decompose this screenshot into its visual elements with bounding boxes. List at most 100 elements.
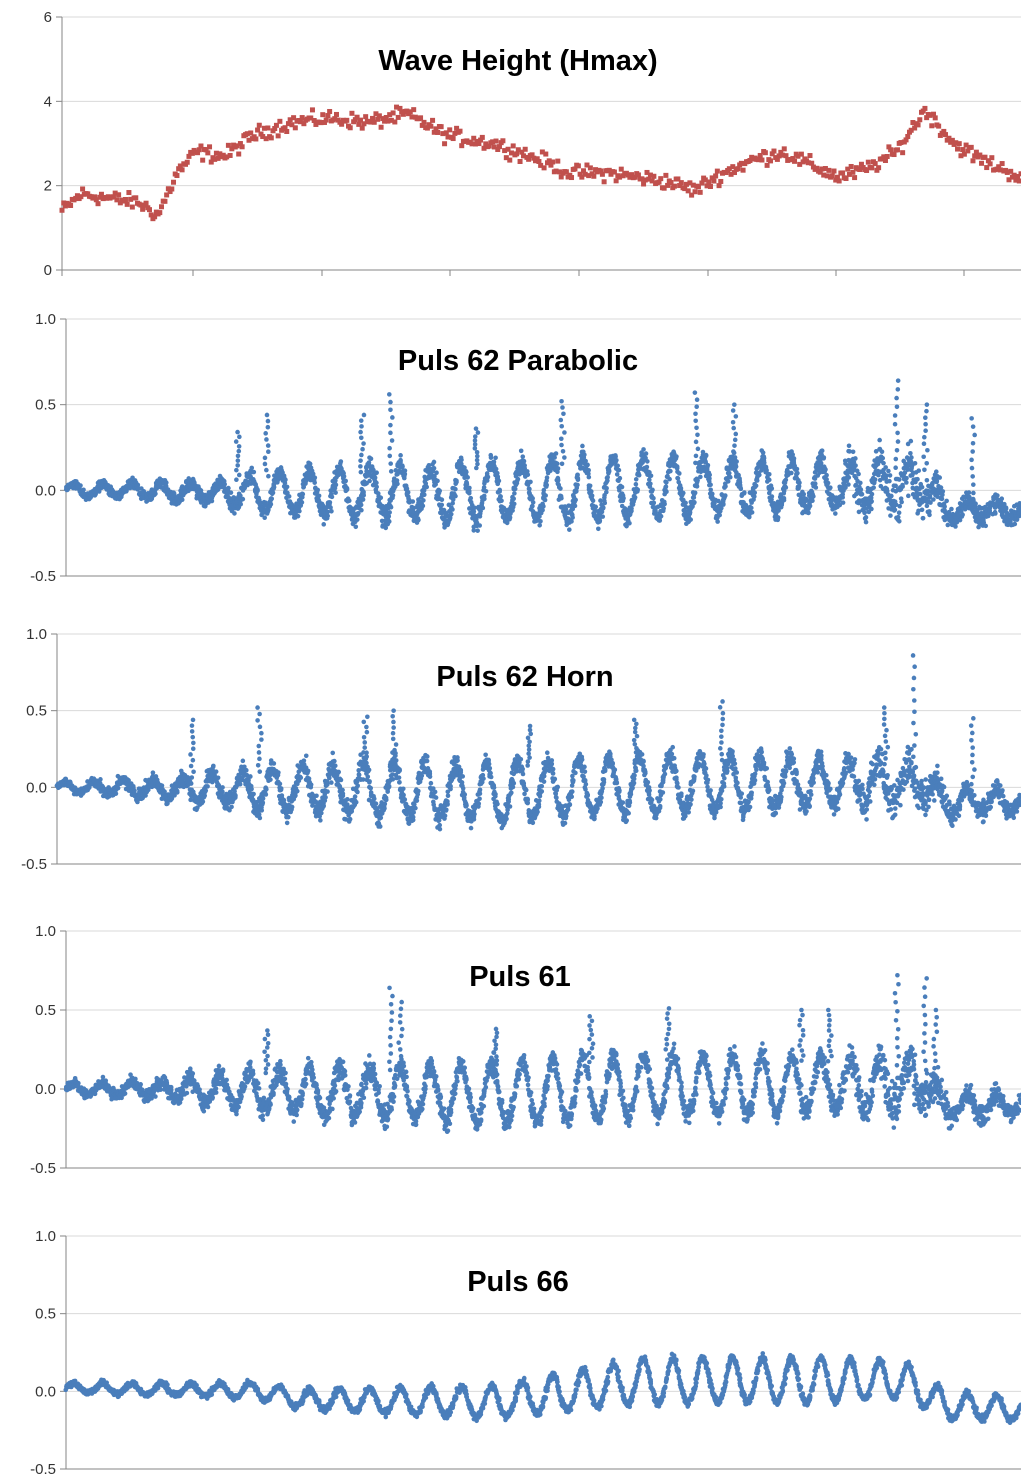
data-point [934,478,940,484]
data-point [404,486,410,492]
data-point [596,526,601,532]
data-point [476,141,482,147]
data-point [493,455,498,461]
data-point [196,147,202,153]
data-point [318,120,324,126]
data-point [892,507,898,513]
data-point [971,482,976,487]
data-point [126,778,131,783]
data-point [702,177,708,183]
data-point [602,500,608,506]
data-point [530,503,535,509]
data-point [493,466,499,472]
data-point [923,421,928,427]
data-point [757,472,762,478]
data-point [479,134,485,140]
data-point [228,490,234,495]
y-tick-label: 0.5 [26,703,47,720]
data-point [635,487,641,493]
data-point [920,516,926,521]
data-point [708,487,713,493]
data-point [355,512,360,517]
data-point [512,486,518,492]
data-point [639,176,645,182]
data-point [563,169,569,175]
data-point [903,137,909,143]
data-point [515,147,521,153]
data-point [504,520,510,526]
data-point [644,464,650,470]
data-point [171,490,177,496]
data-point [795,153,801,159]
data-point [663,485,668,490]
data-point [1006,177,1012,183]
data-point [759,157,765,163]
data-point [176,166,182,172]
data-point [942,504,947,510]
data-point [894,147,900,153]
data-point [474,457,480,463]
data-point [289,804,295,810]
data-point [97,194,103,200]
data-point [858,480,863,486]
data-point [967,494,972,500]
data-point [690,182,696,188]
data-point [692,390,698,395]
data-point [912,460,918,466]
data-point [200,799,206,804]
data-point [510,143,516,149]
data-point [771,148,777,154]
data-point [1016,178,1021,184]
data-point [421,488,427,493]
data-point [663,172,669,178]
data-point [188,797,193,803]
data-point [332,116,338,122]
data-point [946,135,952,141]
data-point [285,121,291,127]
data-point [671,183,677,189]
data-point [898,496,904,501]
data-point [462,465,467,470]
data-point [822,166,828,172]
y-tick-label: 1.0 [26,626,47,643]
data-point [589,493,595,499]
data-point [115,785,121,791]
data-point [735,166,741,172]
data-point [915,122,921,128]
data-point [268,135,274,141]
data-point [713,173,719,179]
data-point [282,125,288,131]
data-point [895,439,901,444]
data-point [574,489,579,494]
data-point [683,500,688,506]
data-point [888,147,894,153]
data-point [730,164,736,170]
data-point [390,110,396,116]
data-point [333,490,338,495]
y-tick-label: 0.0 [26,779,47,796]
data-point [410,499,416,504]
data-point [824,472,829,478]
data-point [840,492,846,497]
data-point [585,462,590,468]
data-point [95,201,101,207]
data-point [681,490,686,496]
data-point [888,513,893,518]
data-point [805,510,811,515]
data-point [766,477,772,483]
data-point [400,111,406,117]
data-point [910,120,916,126]
data-point [358,429,363,435]
data-point [627,174,633,180]
data-point [277,781,283,787]
data-point [442,141,448,147]
data-point [792,158,798,164]
data-point [483,488,489,494]
data-point [358,469,364,475]
data-point [715,519,720,524]
data-point [608,171,614,177]
data-point [606,167,612,173]
data-point [721,502,726,507]
data-point [766,471,772,477]
data-point [496,478,502,484]
